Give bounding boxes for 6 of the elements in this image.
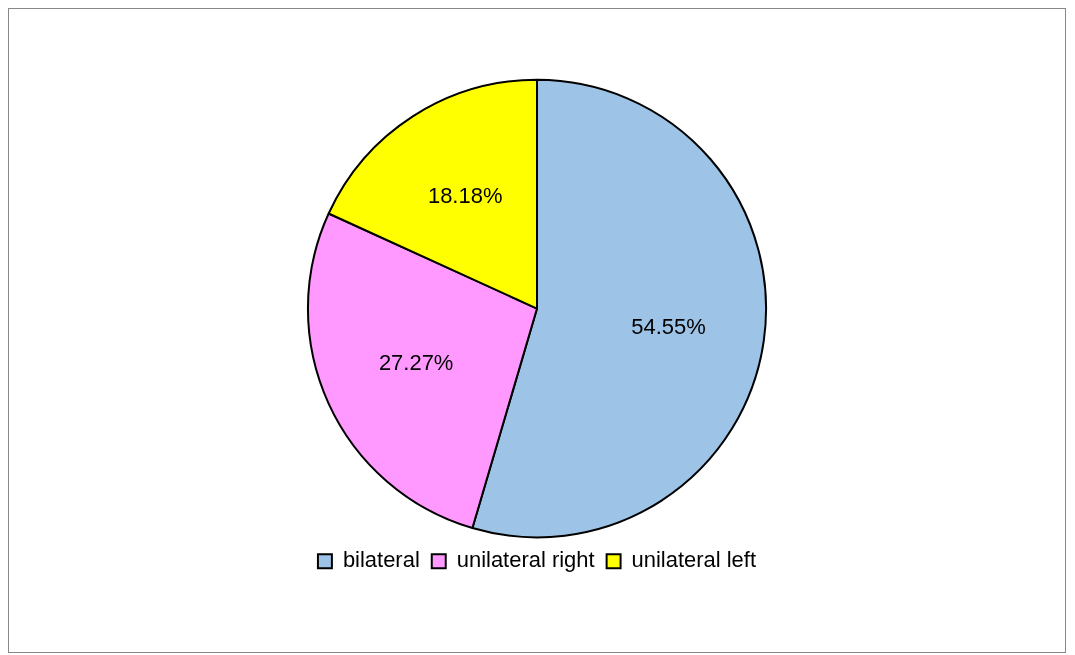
- legend-label: unilateral left: [631, 547, 757, 573]
- data-label: 18.18%: [427, 182, 503, 208]
- legend-label: bilateral: [342, 547, 420, 573]
- legend-label: unilateral right: [456, 547, 595, 573]
- data-label: 54.55%: [631, 313, 706, 339]
- data-label: 27.27%: [378, 349, 454, 375]
